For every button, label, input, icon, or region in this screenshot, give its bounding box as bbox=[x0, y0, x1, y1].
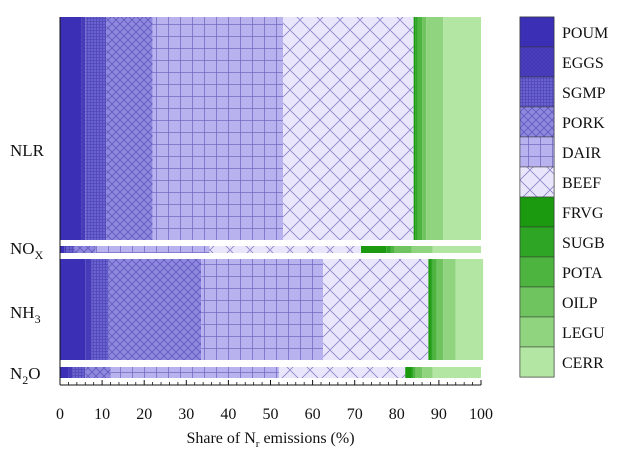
bar-segment-pork-n bbox=[85, 367, 111, 378]
y-axis-labels: NLR NOX NH3 N2O bbox=[10, 141, 45, 387]
legend-swatch-pota bbox=[519, 256, 555, 288]
legend-swatch-pork bbox=[519, 106, 555, 138]
legend-label-legu: LEGU bbox=[562, 325, 605, 342]
bar-segment-oilp-n bbox=[415, 367, 423, 378]
bar-segment-sgmp-n bbox=[72, 367, 86, 378]
bar-segment-beef-no bbox=[209, 246, 362, 253]
x-tick-label: 40 bbox=[220, 406, 236, 423]
bar-segment-poum-no bbox=[60, 246, 65, 253]
x-tick-label: 100 bbox=[469, 406, 493, 423]
bar-segment-frvg-n bbox=[405, 367, 412, 378]
x-axis: 0 10 20 30 40 50 60 70 80 90 100 bbox=[56, 17, 493, 423]
y-axis-label: NLR bbox=[10, 141, 45, 160]
legend-label-sgmp: SGMP bbox=[562, 85, 606, 102]
bar-segment-poum-nlr bbox=[60, 17, 82, 240]
legend-swatch-sugb bbox=[519, 226, 555, 258]
bar-segment-eggs-no bbox=[64, 246, 67, 253]
legend-label-oilp: OILP bbox=[562, 295, 598, 312]
bar-segment-sgmp-nlr bbox=[85, 17, 107, 240]
legend-label-poum: POUM bbox=[562, 25, 608, 42]
legend-swatch-dair bbox=[519, 136, 555, 168]
bar-segment-eggs-nlr bbox=[81, 17, 86, 240]
legend-swatch-beef bbox=[519, 166, 555, 198]
bar-segment-dair-no bbox=[95, 246, 210, 253]
x-axis-title: Share of Nr emissions (%) bbox=[186, 430, 354, 450]
bar-segment-poum-nh bbox=[60, 259, 86, 360]
y-axis-label: NOX bbox=[10, 239, 44, 262]
x-tick-label: 80 bbox=[389, 406, 405, 423]
x-tick-label: 50 bbox=[263, 406, 279, 423]
bar-segment-sgmp-no bbox=[66, 246, 75, 253]
bar-segment-dair-nh bbox=[201, 259, 324, 360]
x-tick-label: 90 bbox=[431, 406, 447, 423]
legend-swatch-poum bbox=[519, 16, 555, 48]
legend-label-dair: DAIR bbox=[562, 145, 601, 162]
bar-segment-frvg-no bbox=[361, 246, 387, 253]
bar-segment-cerr-nlr bbox=[443, 17, 481, 240]
legend-swatch-cerr bbox=[519, 346, 555, 378]
legend-label-pota: POTA bbox=[562, 265, 603, 282]
bar-segment-oilp-nh bbox=[436, 259, 444, 360]
bar-segment-legu-nh bbox=[443, 259, 456, 360]
x-tick-label: 70 bbox=[347, 406, 363, 423]
bar-segment-legu-no bbox=[411, 246, 433, 253]
bar-segment-dair-nlr bbox=[152, 17, 284, 240]
legend-label-sugb: SUGB bbox=[562, 235, 605, 252]
bar-segment-pork-nh bbox=[108, 259, 202, 360]
bars-group bbox=[60, 17, 484, 378]
bar-segment-poum-n bbox=[60, 367, 69, 378]
bar-segment-sugb-no bbox=[386, 246, 391, 253]
bar-segment-oilp-no bbox=[394, 246, 412, 253]
bar-segment-frvg-nh bbox=[428, 259, 431, 360]
bar-segment-dair-n bbox=[110, 367, 279, 378]
x-tick-label: 20 bbox=[136, 406, 152, 423]
legend-swatch-frvg bbox=[519, 196, 555, 228]
bar-segment-beef-nlr bbox=[283, 17, 414, 240]
bar-segment-sugb-n bbox=[411, 367, 414, 378]
bar-segment-beef-n bbox=[278, 367, 406, 378]
bar-segment-legu-n bbox=[422, 367, 433, 378]
bar-segment-eggs-nh bbox=[85, 259, 92, 360]
x-tick-label: 0 bbox=[56, 406, 64, 423]
legend-swatch-eggs bbox=[519, 46, 555, 78]
bar-segment-sugb-nlr bbox=[415, 17, 418, 240]
bar-segment-pota-nlr bbox=[417, 17, 423, 240]
legend-swatch-sgmp bbox=[519, 76, 555, 108]
bar-segment-pork-no bbox=[74, 246, 96, 253]
bar-segment-pota-no bbox=[390, 246, 395, 253]
legend-swatch-legu bbox=[519, 316, 555, 348]
legend-label-frvg: FRVG bbox=[562, 205, 604, 222]
legend-label-eggs: EGGS bbox=[562, 55, 604, 72]
bar-segment-oilp-nlr bbox=[422, 17, 427, 240]
bar-segment-cerr-n bbox=[432, 367, 481, 378]
legend-label-pork: PORK bbox=[562, 115, 605, 132]
y-axis-label: N2O bbox=[10, 364, 41, 387]
bar-segment-cerr-nh bbox=[455, 259, 484, 360]
legend-swatch-oilp bbox=[519, 286, 555, 318]
legend: POUM EGGS SGMP PORK DAIR BEEF FRVG SUGB POTA OILP… bbox=[519, 16, 608, 378]
bar-segment-sugb-nh bbox=[430, 259, 433, 360]
bar-segment-pork-nlr bbox=[106, 17, 153, 240]
x-tick-label: 60 bbox=[305, 406, 321, 423]
bar-segment-cerr-no bbox=[432, 246, 481, 253]
x-tick-label: 10 bbox=[94, 406, 110, 423]
bar-segment-sgmp-nh bbox=[91, 259, 109, 360]
x-tick-label: 30 bbox=[178, 406, 194, 423]
bar-segment-frvg-nlr bbox=[413, 17, 416, 240]
bar-segment-pota-nh bbox=[432, 259, 437, 360]
bar-segment-beef-nh bbox=[323, 259, 429, 360]
legend-label-cerr: CERR bbox=[562, 355, 604, 372]
legend-label-beef: BEEF bbox=[562, 175, 601, 192]
bar-segment-pota-n bbox=[413, 367, 416, 378]
bar-segment-eggs-n bbox=[68, 367, 73, 378]
bar-segment-legu-nlr bbox=[426, 17, 444, 240]
y-axis-label: NH3 bbox=[10, 303, 41, 326]
